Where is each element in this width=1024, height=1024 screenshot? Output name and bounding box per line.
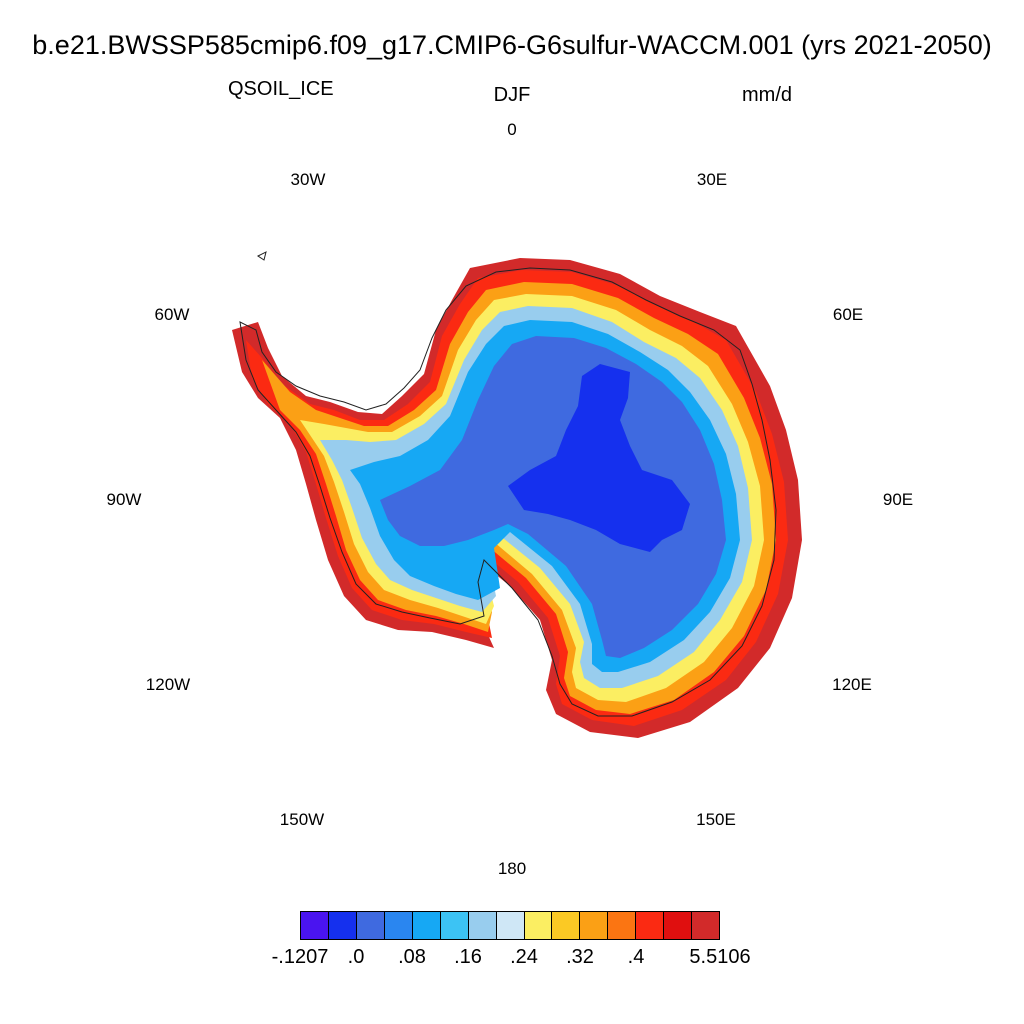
colorbar-label: .32 (566, 946, 594, 968)
lon-label-150e: 150E (696, 810, 736, 829)
colorbar (300, 911, 720, 940)
colorbar-box-6 (468, 912, 497, 939)
colorbar-label: .24 (510, 946, 538, 968)
colorbar-box-1 (328, 912, 357, 939)
colorbar-label: -.1207 (271, 946, 329, 968)
lon-label-120w: 120W (145, 675, 191, 694)
interior-core (508, 364, 690, 552)
colorbar-box-5 (440, 912, 469, 939)
colorbar-label: .16 (454, 946, 482, 968)
colorbar-label: .4 (627, 946, 645, 968)
antarctica-field (232, 251, 802, 738)
colorbar-box-3 (384, 912, 413, 939)
colorbar-label: .0 (347, 946, 365, 968)
lon-label-90e: 90E (882, 490, 914, 509)
lon-label-0: 0 (507, 120, 517, 139)
lon-label-90w: 90W (106, 490, 142, 509)
colorbar-box-8 (524, 912, 553, 939)
plot-title: b.e21.BWSSP585cmip6.f09_g17.CMIP6-G6sulf… (32, 30, 992, 60)
colorbar-label: .08 (398, 946, 426, 968)
lon-label-60e: 60E (832, 305, 864, 324)
colorbar-box-0 (301, 912, 329, 939)
variable-label: QSOIL_ICE (228, 78, 334, 100)
colorbar-box-4 (412, 912, 441, 939)
coastline (239, 267, 777, 717)
colorbar-box-11 (608, 912, 637, 939)
lon-label-60w: 60W (154, 305, 190, 324)
colorbar-box-10 (580, 912, 609, 939)
lon-label-120e: 120E (832, 675, 872, 694)
colorbar-box-9 (552, 912, 581, 939)
lon-label-180: 180 (497, 859, 527, 878)
lon-label-30w: 30W (290, 170, 326, 189)
season-label: DJF (493, 84, 531, 106)
colorbar-label: 5.5106 (689, 946, 751, 968)
colorbar-box-12 (636, 912, 665, 939)
colorbar-box-7 (496, 912, 525, 939)
colorbar-box-2 (356, 912, 385, 939)
lon-label-30e: 30E (696, 170, 728, 189)
colorbar-box-13 (664, 912, 693, 939)
lon-label-150w: 150W (279, 810, 325, 829)
units-label: mm/d (742, 84, 792, 106)
island-outline (257, 251, 267, 261)
colorbar-box-14 (692, 912, 720, 939)
